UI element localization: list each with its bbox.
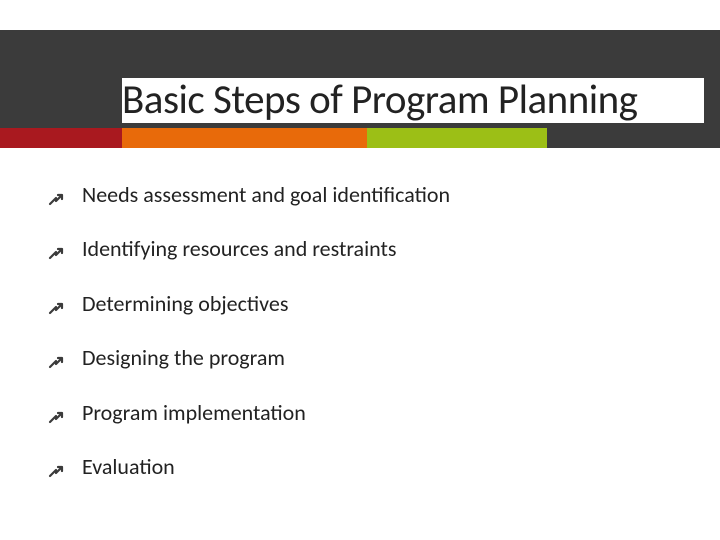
bullet-text: Evaluation: [82, 454, 680, 480]
slide: Basic Steps of Program Planning Needs as…: [0, 0, 720, 540]
arrow-up-right-icon: [48, 242, 64, 258]
arrow-up-right-icon: [48, 406, 64, 422]
list-item: Needs assessment and goal identification: [48, 182, 680, 208]
list-item: Determining objectives: [48, 291, 680, 317]
strip-segment-red: [0, 128, 122, 148]
arrow-up-right-icon: [48, 351, 64, 367]
arrow-up-right-icon: [48, 460, 64, 476]
strip-segment-green: [367, 128, 547, 148]
bullet-text: Needs assessment and goal identification: [82, 182, 680, 208]
list-item: Evaluation: [48, 454, 680, 480]
bullet-text: Determining objectives: [82, 291, 680, 317]
list-item: Designing the program: [48, 345, 680, 371]
bullet-list: Needs assessment and goal identification…: [48, 182, 680, 508]
strip-segment-gray: [547, 128, 720, 148]
bullet-text: Designing the program: [82, 345, 680, 371]
strip-segment-orange: [122, 128, 367, 148]
bullet-text: Program implementation: [82, 400, 680, 426]
header-color-strip: [0, 128, 720, 148]
list-item: Identifying resources and restraints: [48, 236, 680, 262]
list-item: Program implementation: [48, 400, 680, 426]
arrow-up-right-icon: [48, 188, 64, 204]
arrow-up-right-icon: [48, 297, 64, 313]
slide-title: Basic Steps of Program Planning: [122, 78, 704, 123]
bullet-text: Identifying resources and restraints: [82, 236, 680, 262]
